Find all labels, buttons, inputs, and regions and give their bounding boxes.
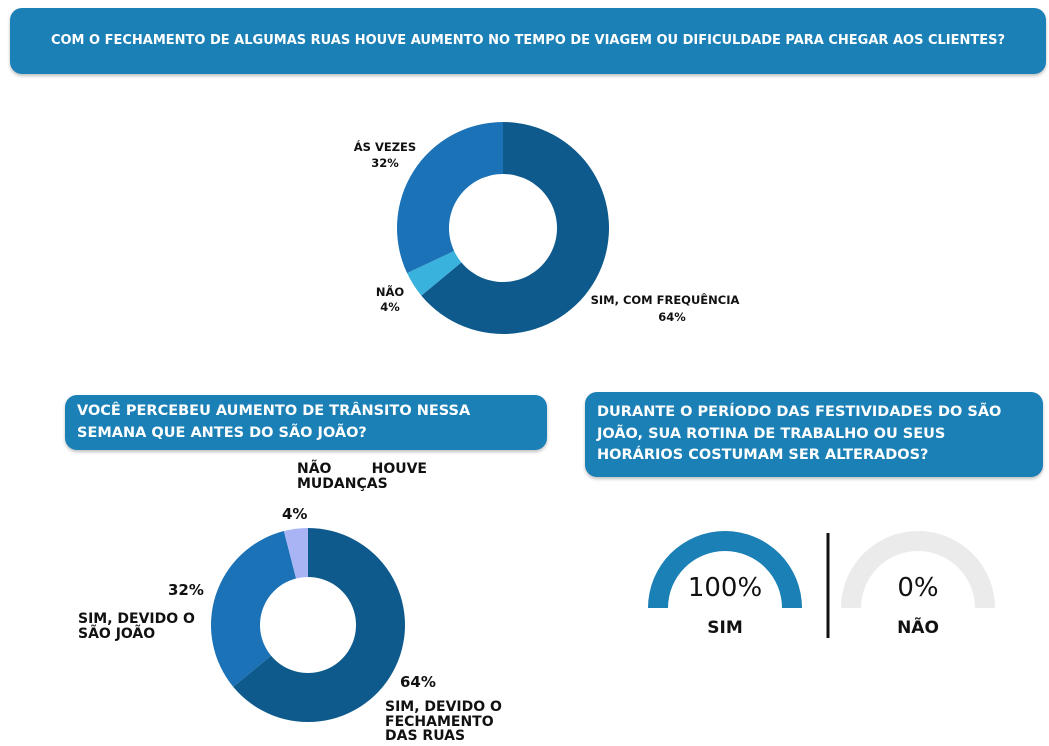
- slice-value-label: 4%: [282, 505, 308, 523]
- slice-value-label: 64%: [658, 310, 686, 324]
- slice-label: NÃO HOUVE MUDANÇAS: [297, 461, 427, 492]
- question-banner: VOCÊ PERCEBEU AUMENTO DE TRÂNSITO NESSA …: [65, 395, 547, 450]
- donut-slice: [421, 122, 609, 334]
- slice-value-label: 32%: [168, 581, 204, 599]
- slice-value-label: 4%: [380, 300, 400, 314]
- question-banner: COM O FECHAMENTO DE ALGUMAS RUAS HOUVE A…: [10, 8, 1046, 74]
- donut-slice: [283, 528, 308, 579]
- question-title: DURANTE O PERÍODO DAS FESTIVIDADES DO SÃ…: [597, 403, 1002, 464]
- question-banner: DURANTE O PERÍODO DAS FESTIVIDADES DO SÃ…: [585, 392, 1043, 477]
- gauge-value-label: 0%: [897, 573, 939, 603]
- slice-label: SIM, DEVIDO O FECHAMENTO DAS RUAS: [385, 699, 502, 745]
- slice-label: NÃO: [375, 285, 405, 299]
- slice-value-label: 64%: [400, 673, 436, 691]
- slice-label: SIM, COM FREQUÊNCIA: [590, 293, 740, 307]
- slice-label: ÁS VEZES: [353, 140, 417, 154]
- gauge-category-label: NÃO: [897, 618, 939, 638]
- gauge-category-label: SIM: [707, 618, 743, 638]
- donut-slice: [211, 531, 297, 687]
- question-title: VOCÊ PERCEBEU AUMENTO DE TRÂNSITO NESSA …: [77, 403, 471, 441]
- donut-slice: [407, 250, 462, 296]
- slice-label: SIM, DEVIDO O SÃO JOÃO: [78, 611, 195, 642]
- donut-slice: [233, 528, 405, 723]
- slice-value-label: 32%: [371, 156, 399, 170]
- gauge-track: [841, 531, 995, 608]
- gauge-value-label: 100%: [687, 573, 763, 603]
- question-title: COM O FECHAMENTO DE ALGUMAS RUAS HOUVE A…: [50, 33, 1006, 49]
- gauge-fill: [648, 531, 802, 608]
- donut-slice: [397, 122, 503, 274]
